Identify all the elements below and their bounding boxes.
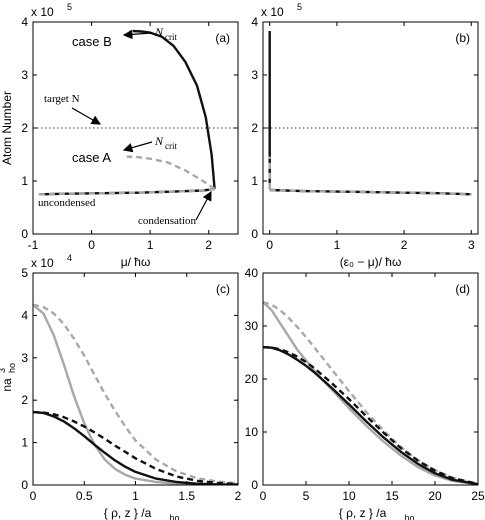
x-tick-label: 0 (260, 489, 267, 503)
y-axis-label: Atom Number (0, 91, 14, 165)
annotation-arrow (122, 141, 153, 153)
y-tick-label: 20 (245, 372, 259, 386)
y-tick-label: 4 (21, 308, 28, 322)
x-tick-label: 3 (468, 238, 475, 252)
y-tick-label: 30 (245, 319, 259, 333)
y-tick-label: 0 (21, 478, 28, 492)
x-tick-label: 1.5 (178, 489, 195, 503)
annotation-n-crit-b: N (154, 25, 164, 39)
series-line-solid-black (38, 187, 215, 196)
y-tick-label: 0 (21, 227, 28, 241)
y-exponent-label: x 10 (31, 5, 54, 19)
annotation-arrow (195, 190, 212, 221)
annotation-n-crit-a-sub: crit (165, 141, 177, 151)
x-axis-label-sub: ho (405, 513, 415, 520)
panel-d: 0 5 10 15 20 25 0 10 20 30 40 (d) { ρ, z } /a ho (245, 266, 485, 520)
y-tick-label: 4 (251, 15, 258, 29)
series-line-solid-black (132, 29, 216, 190)
x-axis-label: { ρ, z } /a (339, 506, 387, 520)
y-tick-label: 2 (21, 393, 28, 407)
y-tick-label: 3 (21, 351, 28, 365)
y-exponent-power: 5 (297, 2, 302, 12)
series-line-dashed-gray (269, 188, 472, 196)
x-tick-label: 1 (147, 238, 154, 252)
panel-label: (b) (455, 31, 470, 45)
annotation-arrow (122, 29, 153, 40)
y-tick-label: 1 (251, 174, 258, 188)
y-tick-label: 1 (21, 436, 28, 450)
y-tick-label: 5 (21, 266, 28, 280)
x-tick-label: 15 (385, 489, 399, 503)
annotation-condensation: condensation (138, 215, 197, 227)
y-exponent-power: 5 (67, 2, 72, 12)
panel-label: (c) (216, 282, 230, 296)
series-line-solid-gray (263, 301, 478, 485)
y-tick-label: 1 (21, 174, 28, 188)
x-tick-label: 0.5 (76, 489, 93, 503)
y-exponent-power: 4 (67, 253, 72, 263)
x-tick-label: 2 (235, 489, 242, 503)
series-line-dashed-gray (33, 303, 238, 485)
series-line-dashed-black (33, 410, 238, 485)
annotation-arrow (71, 107, 102, 125)
axes-box (262, 272, 479, 486)
panel-label: (a) (215, 31, 230, 45)
y-tick-label: 10 (245, 425, 259, 439)
x-tick-label: 10 (342, 489, 356, 503)
y-exponent-label: x 10 (31, 256, 54, 270)
y-tick-label: 4 (21, 15, 28, 29)
x-tick-label: 25 (471, 489, 485, 503)
series-line-dashed-gray (263, 300, 478, 485)
annotation-case-b: case B (72, 34, 112, 49)
x-tick-label: 5 (303, 489, 310, 503)
series-line-solid-black (263, 346, 478, 485)
x-tick-label: -1 (28, 238, 39, 252)
y-axis-label: na (0, 378, 14, 392)
x-tick-label: 0 (88, 238, 95, 252)
x-axis-label: μ/ ħω (121, 255, 151, 269)
y-tick-label: 3 (251, 68, 258, 82)
y-axis-label-group: Atom Number (0, 91, 14, 165)
y-axis-label-sub: ho (7, 363, 17, 373)
series-line-solid-black (33, 410, 238, 485)
x-tick-label: 1 (132, 489, 139, 503)
x-tick-label: 0 (30, 489, 37, 503)
x-tick-label: 20 (428, 489, 442, 503)
annotation-n-crit-b-sub: crit (165, 32, 177, 42)
y-tick-label: 40 (245, 266, 259, 280)
series-line-dashed-black (263, 346, 478, 485)
x-axis-label-sub: ho (170, 513, 180, 520)
x-tick-label: 2 (401, 238, 408, 252)
panel-label: (d) (455, 282, 470, 296)
x-tick-label: 2 (205, 238, 212, 252)
y-exponent-label: x 10 (261, 5, 284, 19)
x-axis-label: (ε₀ − μ)/ ħω (340, 255, 402, 269)
x-tick-label: 0 (266, 238, 273, 252)
y-tick-label: 2 (251, 121, 258, 135)
series-line-dashed-gray (38, 187, 215, 196)
y-tick-label: 2 (21, 121, 28, 135)
panel-b: 0 1 2 3 0 1 2 3 4x 10 5 (b) (ε₀ − μ)/ ħω (251, 2, 479, 269)
y-axis-label-group: na 3ho (0, 363, 17, 392)
annotation-uncondensed: uncondensed (38, 197, 96, 209)
y-tick-label: 0 (251, 478, 258, 492)
y-tick-label: 0 (251, 227, 258, 241)
y-tick-label: 3 (21, 68, 28, 82)
axes-box (32, 272, 239, 486)
x-tick-label: 1 (334, 238, 341, 252)
annotation-target-n: target N (44, 93, 80, 105)
x-axis-label: { ρ, z } /a (104, 506, 152, 520)
annotation-n-crit-a: N (154, 134, 164, 148)
annotation-case-a: case A (72, 150, 111, 165)
series-line-dashed-gray (126, 155, 216, 190)
y-axis-label-sup: 3 (0, 368, 7, 373)
